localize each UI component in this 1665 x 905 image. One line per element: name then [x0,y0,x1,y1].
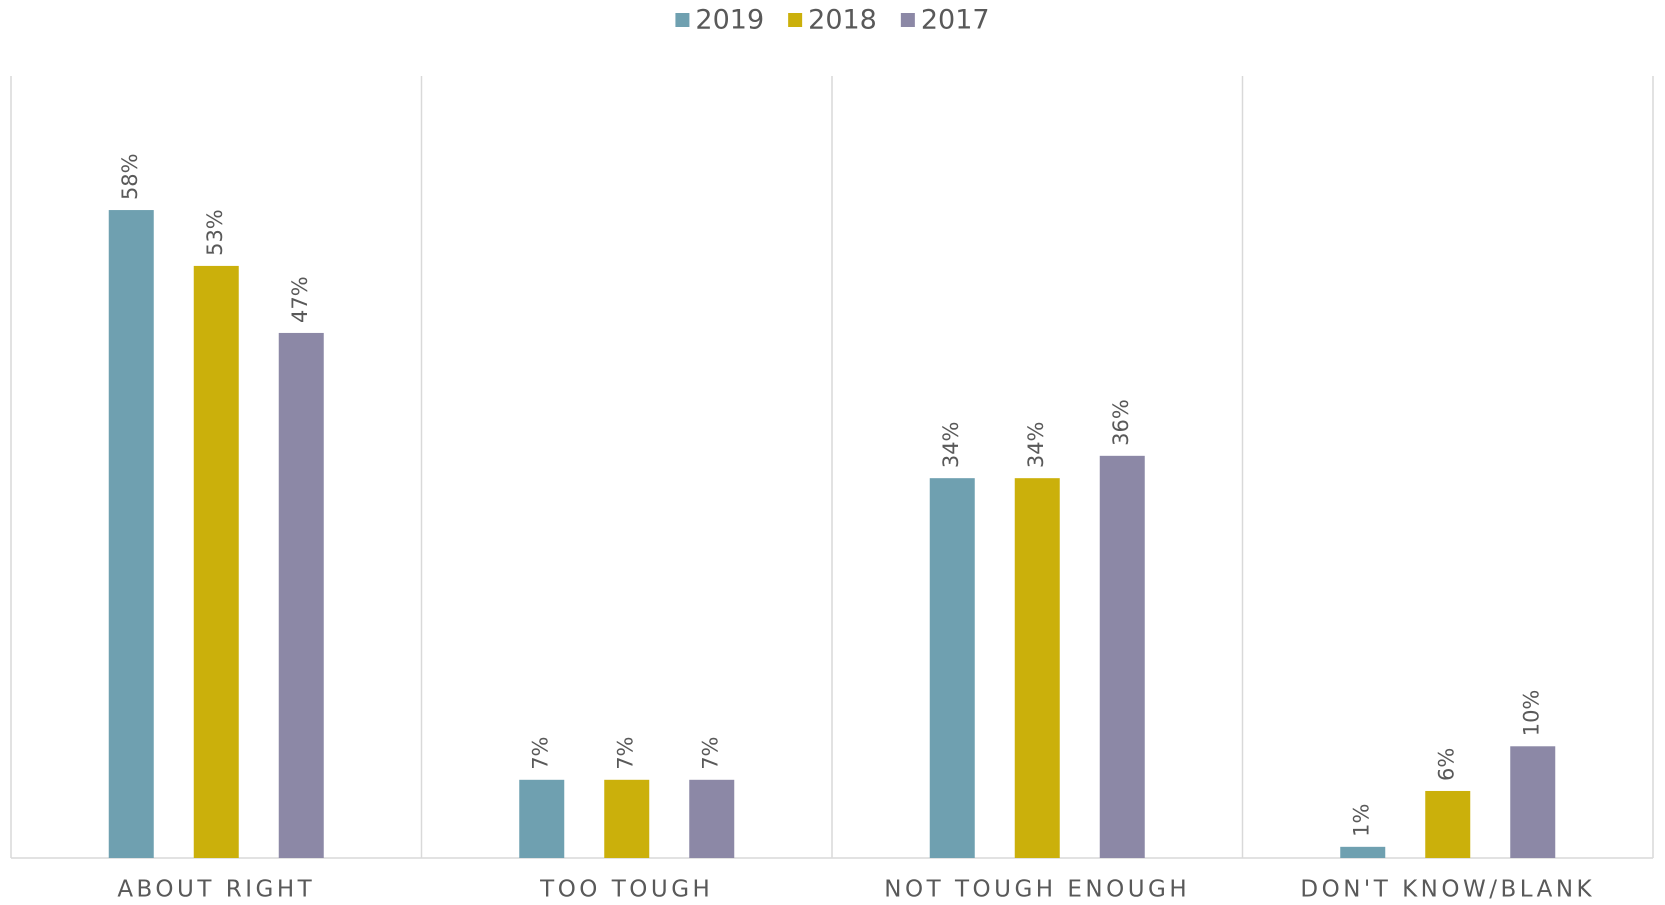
bar [1340,846,1386,858]
bar [1510,746,1556,858]
bar [278,332,324,858]
legend-swatch [788,13,803,27]
bar [604,779,650,858]
value-label: 34% [939,421,963,468]
value-label: 7% [699,736,723,769]
value-label: 47% [288,276,312,323]
bar [689,779,735,858]
legend-label: 2019 [695,5,764,36]
value-label: 1% [1350,804,1374,837]
bar [1014,478,1060,858]
legend-label: 2017 [921,5,990,36]
x-tick-label: TOO TOUGH [539,877,713,903]
value-label: 53% [203,209,227,256]
legend-label: 2018 [808,5,877,36]
value-label: 34% [1024,421,1048,468]
bar [519,779,565,858]
x-tick-label: ABOUT RIGHT [117,877,315,903]
value-label: 7% [614,736,638,769]
value-label: 10% [1520,690,1544,737]
value-label: 58% [118,153,142,200]
value-label: 6% [1435,748,1459,781]
x-tick-label: NOT TOUGH ENOUGH [884,877,1190,903]
bar [1425,790,1471,858]
bar [929,478,975,858]
x-tick-label: DON'T KNOW/BLANK [1300,877,1595,903]
legend-swatch [900,13,915,27]
bar [108,210,154,859]
bar [193,265,239,858]
value-label: 36% [1109,399,1133,446]
value-label: 7% [529,736,553,769]
legend-swatch [675,13,690,27]
bar [1099,455,1145,858]
